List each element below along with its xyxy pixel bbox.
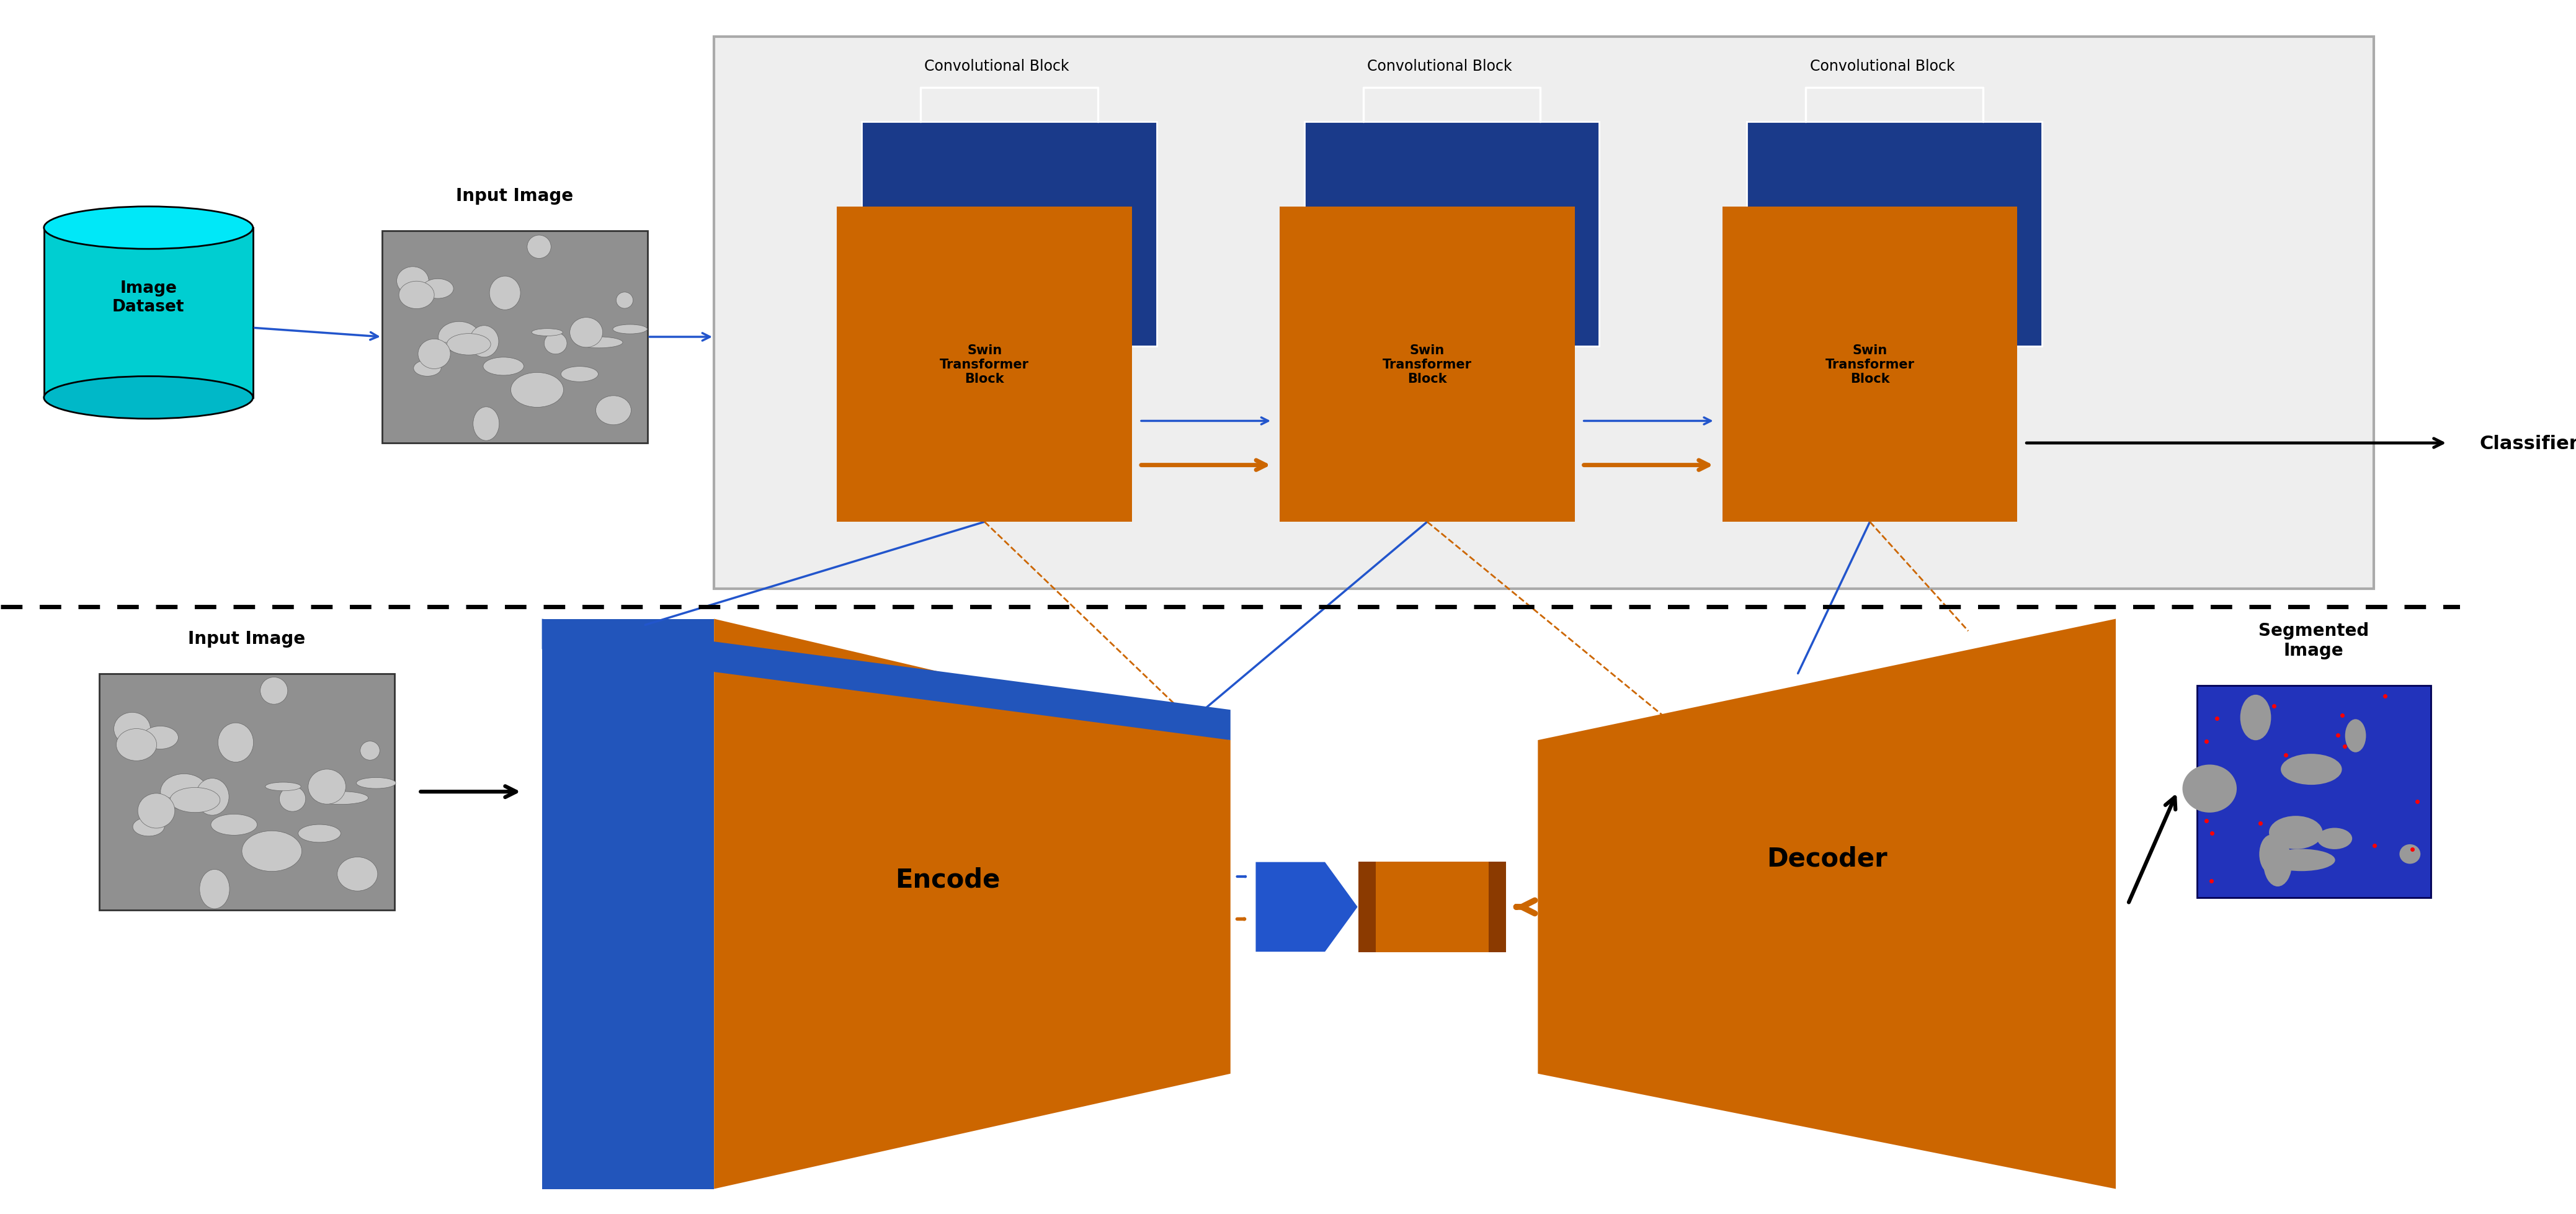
Bar: [44, 228, 252, 398]
Ellipse shape: [474, 407, 500, 441]
Ellipse shape: [2316, 828, 2352, 850]
Ellipse shape: [309, 770, 345, 805]
Ellipse shape: [196, 778, 229, 816]
Ellipse shape: [219, 724, 252, 762]
Bar: [1358, 862, 1507, 953]
Ellipse shape: [139, 798, 198, 807]
Ellipse shape: [278, 787, 307, 812]
Text: Convolutional Block: Convolutional Block: [925, 59, 1069, 74]
Ellipse shape: [2344, 720, 2365, 753]
Text: Input Image: Input Image: [456, 187, 574, 204]
Text: Classifier: Classifier: [2481, 435, 2576, 453]
Ellipse shape: [361, 742, 379, 760]
Ellipse shape: [299, 824, 340, 843]
Ellipse shape: [211, 815, 258, 835]
Ellipse shape: [2182, 765, 2236, 812]
Text: Swin
Transformer
Block: Swin Transformer Block: [1383, 344, 1471, 385]
Ellipse shape: [489, 277, 520, 311]
Ellipse shape: [198, 869, 229, 909]
Ellipse shape: [2280, 754, 2342, 785]
Ellipse shape: [616, 293, 634, 308]
Ellipse shape: [337, 857, 379, 891]
Ellipse shape: [484, 358, 523, 375]
Bar: [860, 123, 1157, 346]
Ellipse shape: [44, 376, 252, 419]
Text: Swin
Transformer
Block: Swin Transformer Block: [940, 344, 1030, 385]
Ellipse shape: [170, 788, 219, 812]
Ellipse shape: [2241, 694, 2272, 741]
Ellipse shape: [422, 279, 453, 299]
Ellipse shape: [544, 333, 567, 354]
Ellipse shape: [113, 713, 149, 745]
Ellipse shape: [420, 342, 471, 351]
Bar: [2197, 686, 2432, 898]
Text: Convolutional Block: Convolutional Block: [1811, 59, 1955, 74]
Polygon shape: [1538, 619, 2115, 1189]
Bar: [1489, 862, 1507, 953]
Bar: [1358, 862, 1376, 953]
Polygon shape: [541, 619, 1231, 741]
Text: Segmented
Image: Segmented Image: [2259, 622, 2370, 659]
Ellipse shape: [160, 775, 209, 810]
Bar: [1747, 123, 2043, 346]
Text: Encode: Encode: [894, 867, 999, 892]
Ellipse shape: [562, 367, 598, 382]
Ellipse shape: [137, 794, 175, 828]
Text: Input Image: Input Image: [188, 630, 307, 647]
Ellipse shape: [446, 334, 489, 356]
Ellipse shape: [314, 792, 368, 805]
Ellipse shape: [142, 726, 178, 749]
Ellipse shape: [116, 728, 157, 761]
Ellipse shape: [44, 206, 252, 249]
Ellipse shape: [438, 322, 479, 352]
Ellipse shape: [531, 329, 562, 336]
Text: Decoder: Decoder: [1767, 845, 1888, 872]
Polygon shape: [714, 619, 1231, 1189]
Text: Swin
Transformer
Block: Swin Transformer Block: [1826, 344, 1914, 385]
Text: Convolutional Block: Convolutional Block: [1368, 59, 1512, 74]
Ellipse shape: [528, 236, 551, 259]
Ellipse shape: [2267, 849, 2334, 872]
Bar: [714, 38, 2375, 589]
Polygon shape: [1255, 862, 1358, 953]
Ellipse shape: [242, 832, 301, 872]
Ellipse shape: [2264, 839, 2293, 886]
Ellipse shape: [574, 337, 623, 348]
Ellipse shape: [260, 677, 289, 704]
Bar: [1723, 206, 2017, 522]
Ellipse shape: [469, 327, 500, 358]
Bar: [381, 231, 647, 443]
Ellipse shape: [399, 282, 435, 310]
Text: Image
Dataset: Image Dataset: [113, 280, 185, 316]
Ellipse shape: [265, 783, 301, 792]
Bar: [1280, 206, 1574, 522]
Ellipse shape: [613, 325, 647, 334]
Bar: [100, 674, 394, 910]
Ellipse shape: [355, 778, 397, 789]
Ellipse shape: [134, 817, 165, 836]
Ellipse shape: [2269, 816, 2324, 850]
Ellipse shape: [595, 396, 631, 425]
Ellipse shape: [569, 318, 603, 347]
Ellipse shape: [2398, 845, 2421, 864]
Ellipse shape: [417, 340, 451, 369]
Bar: [1303, 123, 1600, 346]
Ellipse shape: [510, 373, 564, 408]
Ellipse shape: [2259, 835, 2282, 874]
Ellipse shape: [415, 361, 440, 376]
Polygon shape: [541, 619, 714, 1189]
Ellipse shape: [397, 267, 428, 295]
Bar: [837, 206, 1131, 522]
